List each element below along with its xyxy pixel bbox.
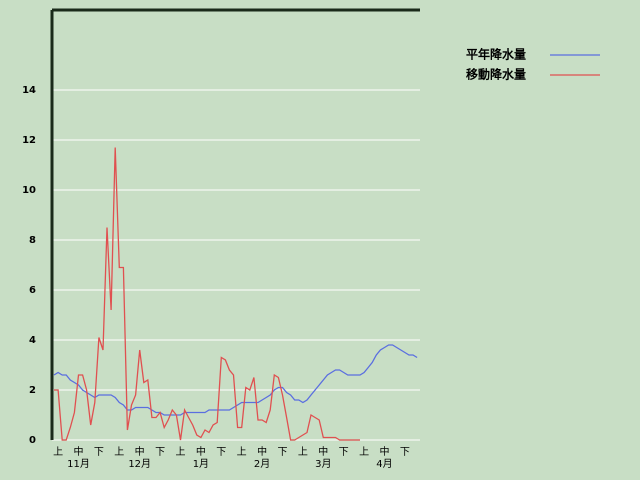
- month-label: 4月: [376, 458, 392, 470]
- y-tick-label: 6: [29, 285, 36, 296]
- month-label: 12月: [128, 458, 151, 470]
- y-tick-label: 12: [22, 135, 36, 146]
- series-line: [54, 147, 360, 441]
- y-tick-label: 8: [29, 235, 36, 246]
- legend-label: 移動降水量: [466, 67, 526, 82]
- x-tick-label: 上: [175, 446, 185, 458]
- x-tick-label: 上: [237, 446, 247, 458]
- month-label: 11月: [67, 458, 90, 470]
- x-tick-label: 中: [135, 445, 145, 458]
- x-tick-label: 中: [73, 445, 83, 458]
- month-label: 2月: [254, 458, 270, 470]
- month-label: 1月: [193, 458, 209, 470]
- x-tick-label: 中: [379, 445, 389, 458]
- x-tick-label: 上: [298, 446, 308, 458]
- y-tick-label: 0: [29, 435, 36, 446]
- x-tick-label: 上: [359, 446, 369, 458]
- x-tick-label: 下: [277, 447, 287, 458]
- x-tick-label: 下: [400, 447, 410, 458]
- x-tick-label: 上: [53, 446, 63, 458]
- legend-label: 平年降水量: [466, 47, 526, 62]
- x-tick-label: 中: [196, 445, 206, 458]
- x-tick-label: 上: [114, 446, 124, 458]
- x-tick-label: 下: [339, 447, 349, 458]
- x-tick-label: 下: [94, 447, 104, 458]
- y-tick-label: 4: [29, 335, 36, 346]
- x-tick-label: 中: [257, 445, 267, 458]
- y-tick-label: 14: [22, 85, 36, 96]
- x-tick-label: 中: [318, 445, 328, 458]
- month-label: 3月: [315, 458, 331, 470]
- y-tick-label: 2: [29, 385, 36, 396]
- x-tick-label: 下: [216, 447, 226, 458]
- y-tick-label: 10: [22, 185, 36, 196]
- x-tick-label: 下: [155, 447, 165, 458]
